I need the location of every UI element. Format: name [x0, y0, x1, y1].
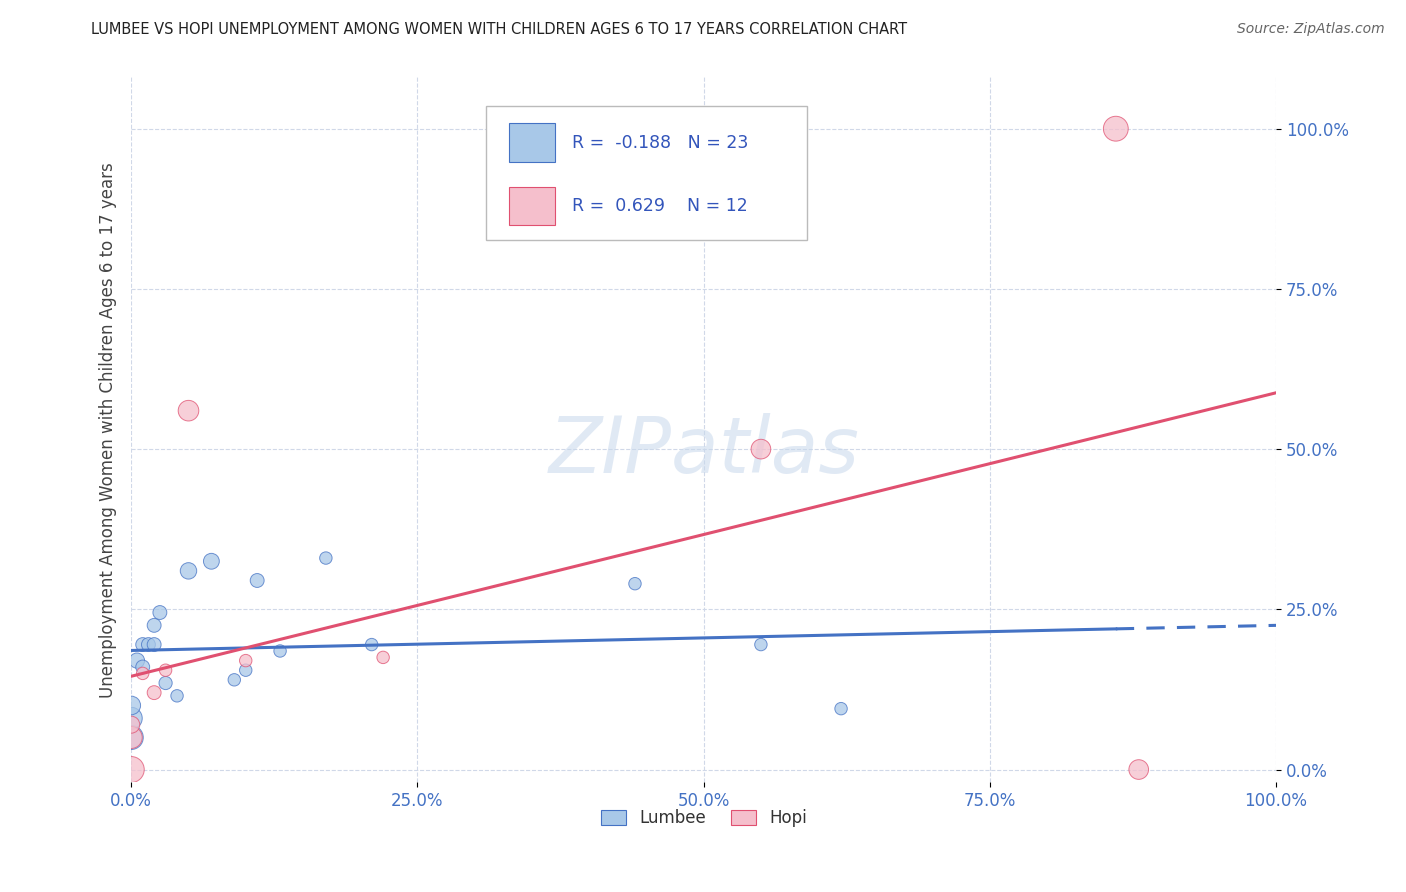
Point	[269, 644, 291, 658]
Point	[749, 442, 772, 456]
Point	[143, 618, 166, 632]
Point	[138, 638, 160, 652]
Legend: Lumbee, Hopi: Lumbee, Hopi	[593, 803, 814, 834]
Point	[360, 638, 382, 652]
Point	[371, 650, 394, 665]
Point	[131, 660, 153, 674]
Point	[224, 673, 246, 687]
Text: R =  0.629    N = 12: R = 0.629 N = 12	[572, 197, 748, 215]
Point	[131, 666, 153, 681]
Point	[624, 576, 647, 591]
Point	[149, 606, 172, 620]
FancyBboxPatch shape	[486, 105, 807, 240]
Point	[1128, 763, 1150, 777]
Point	[125, 654, 148, 668]
Point	[155, 676, 177, 690]
Text: LUMBEE VS HOPI UNEMPLOYMENT AMONG WOMEN WITH CHILDREN AGES 6 TO 17 YEARS CORRELA: LUMBEE VS HOPI UNEMPLOYMENT AMONG WOMEN …	[91, 22, 907, 37]
Text: ZIPatlas: ZIPatlas	[548, 413, 859, 489]
Text: R =  -0.188   N = 23: R = -0.188 N = 23	[572, 134, 748, 152]
Point	[1105, 121, 1128, 136]
FancyBboxPatch shape	[509, 186, 555, 226]
Point	[120, 731, 142, 745]
FancyBboxPatch shape	[509, 123, 555, 162]
Point	[155, 663, 177, 677]
Point	[200, 554, 222, 568]
Point	[246, 574, 269, 588]
Point	[177, 403, 200, 417]
Point	[120, 717, 142, 731]
Point	[120, 731, 142, 745]
Point	[235, 663, 257, 677]
Point	[120, 711, 142, 725]
Point	[120, 763, 142, 777]
Point	[830, 701, 852, 715]
Point	[235, 654, 257, 668]
Y-axis label: Unemployment Among Women with Children Ages 6 to 17 years: Unemployment Among Women with Children A…	[100, 162, 117, 698]
Point	[177, 564, 200, 578]
Point	[143, 685, 166, 699]
Point	[749, 638, 772, 652]
Point	[166, 689, 188, 703]
Point	[120, 698, 142, 713]
Point	[143, 638, 166, 652]
Point	[315, 551, 337, 566]
Point	[131, 638, 153, 652]
Text: Source: ZipAtlas.com: Source: ZipAtlas.com	[1237, 22, 1385, 37]
